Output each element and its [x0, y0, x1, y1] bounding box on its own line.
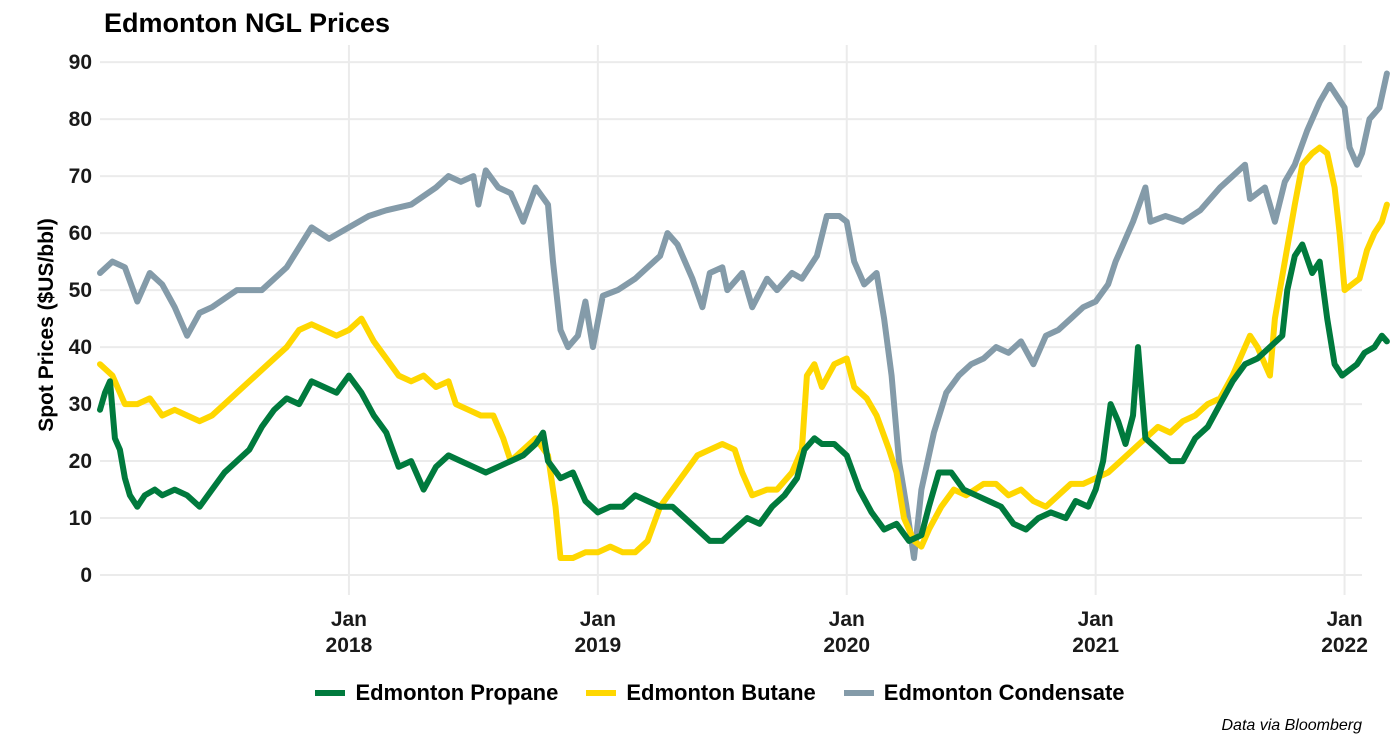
- series-line-edmonton-condensate: [97, 70, 1390, 561]
- y-tick-label: 90: [69, 51, 92, 74]
- y-tick-label: 20: [69, 450, 92, 473]
- x-tick-label-month: Jan: [829, 608, 865, 631]
- x-tick-label-month: Jan: [331, 608, 367, 631]
- legend-label-propane: Edmonton Propane: [355, 680, 559, 705]
- x-tick-label-month: Jan: [1078, 608, 1114, 631]
- legend: Edmonton Propane Edmonton Butane Edmonto…: [0, 680, 1400, 706]
- y-tick-labels: 0 10 20 30 40 50 60 70 80 90: [69, 51, 92, 587]
- legend-item-condensate: Edmonton Condensate: [843, 680, 1125, 706]
- legend-label-butane: Edmonton Butane: [626, 680, 816, 705]
- legend-item-propane: Edmonton Propane: [315, 680, 558, 706]
- x-tick-label-year: 2022: [1321, 634, 1368, 657]
- y-tick-label: 40: [69, 336, 92, 359]
- grid-lines: [100, 45, 1362, 595]
- legend-item-butane: Edmonton Butane: [586, 680, 816, 706]
- x-tick-label-year: 2021: [1072, 634, 1119, 657]
- source-caption: Data via Bloomberg: [1221, 717, 1362, 734]
- y-tick-label: 10: [69, 507, 92, 530]
- chart-title: Edmonton NGL Prices: [104, 8, 391, 38]
- line-chart: 0 10 20 30 40 50 60 70 80 90 Jan 2018 Jan 2019 Jan 202…: [69, 45, 1390, 657]
- series-lines: [97, 70, 1390, 561]
- x-tick-label-month: Jan: [1326, 608, 1362, 631]
- y-tick-label: 30: [69, 393, 92, 416]
- y-tick-label: 0: [80, 564, 92, 587]
- x-tick-labels: Jan 2018 Jan 2019 Jan 2020 Jan 2021 Jan 2022: [326, 608, 1368, 657]
- series-line-edmonton-propane: [97, 241, 1390, 544]
- y-tick-label: 80: [69, 108, 92, 131]
- y-tick-label: 50: [69, 279, 92, 302]
- legend-swatch-condensate: [843, 690, 874, 696]
- legend-swatch-butane: [586, 690, 617, 696]
- y-tick-label: 70: [69, 165, 92, 188]
- x-tick-label-year: 2018: [326, 634, 373, 657]
- series-line-edmonton-butane: [97, 144, 1390, 561]
- x-tick-label-year: 2019: [574, 634, 621, 657]
- x-tick-label-month: Jan: [580, 608, 616, 631]
- x-tick-label-year: 2020: [823, 634, 870, 657]
- y-tick-label: 60: [69, 222, 92, 245]
- legend-label-condensate: Edmonton Condensate: [883, 680, 1125, 705]
- legend-swatch-propane: [315, 690, 346, 696]
